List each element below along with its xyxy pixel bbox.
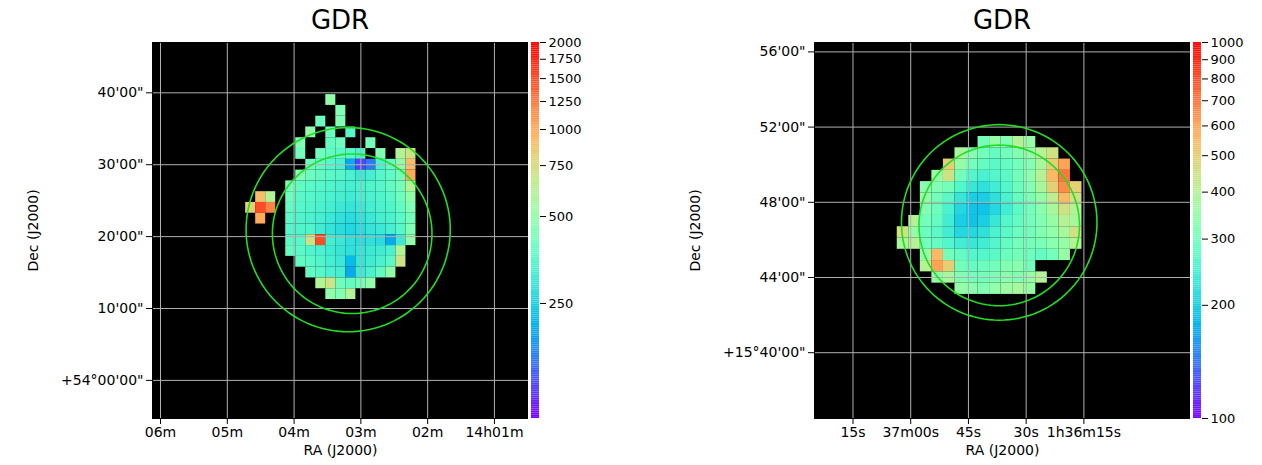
svg-text:1750: 1750 (549, 51, 582, 66)
html-text:GDR: GDR (972, 5, 1032, 35)
svg-text:250: 250 (549, 296, 574, 311)
svg-text:45s: 45s (956, 424, 981, 440)
svg-text:40'00": 40'00" (98, 84, 144, 100)
svg-text:600: 600 (1211, 118, 1236, 133)
svg-text:14h01m: 14h01m (465, 424, 523, 440)
svg-text:56'00": 56'00" (760, 43, 806, 59)
svg-text:750: 750 (549, 158, 574, 173)
svg-text:800: 800 (1211, 71, 1236, 86)
svg-text:500: 500 (549, 209, 574, 224)
html-text:GDR: GDR (310, 5, 370, 35)
svg-text:1250: 1250 (549, 94, 582, 109)
svg-text:100: 100 (1211, 411, 1236, 426)
svg-text:300: 300 (1211, 231, 1236, 246)
svg-text:200: 200 (1211, 297, 1236, 312)
svg-text:30s: 30s (1014, 424, 1039, 440)
svg-text:1h36m15s: 1h36m15s (1047, 424, 1121, 440)
svg-text:10'00": 10'00" (98, 300, 144, 316)
svg-text:15s: 15s (840, 424, 865, 440)
svg-text:52'00": 52'00" (760, 119, 806, 135)
svg-text:02m: 02m (412, 424, 443, 440)
svg-text:1000: 1000 (549, 122, 582, 137)
svg-text:1500: 1500 (549, 71, 582, 86)
svg-text:37m00s: 37m00s (882, 424, 939, 440)
svg-text:04m: 04m (278, 424, 309, 440)
svg-text:RA (J2000): RA (J2000) (966, 442, 1040, 458)
svg-text:500: 500 (1211, 148, 1236, 163)
svg-text:30'00": 30'00" (98, 156, 144, 172)
svg-text:700: 700 (1211, 93, 1236, 108)
svg-text:03m: 03m (345, 424, 376, 440)
svg-text:+15°40'00": +15°40'00" (723, 344, 805, 360)
svg-text:+54°00'00": +54°00'00" (61, 372, 143, 388)
svg-text:400: 400 (1211, 184, 1236, 199)
svg-text:1000: 1000 (1211, 35, 1244, 50)
svg-text:06m: 06m (145, 424, 176, 440)
svg-text:RA (J2000): RA (J2000) (304, 442, 378, 458)
svg-text:Dec (J2000): Dec (J2000) (25, 189, 41, 271)
svg-text:2000: 2000 (549, 35, 582, 50)
svg-text:05m: 05m (212, 424, 243, 440)
svg-text:44'00": 44'00" (760, 269, 806, 285)
svg-text:900: 900 (1211, 52, 1236, 67)
svg-text:48'00": 48'00" (760, 194, 806, 210)
svg-text:Dec (J2000): Dec (J2000) (687, 189, 703, 271)
svg-text:20'00": 20'00" (98, 228, 144, 244)
